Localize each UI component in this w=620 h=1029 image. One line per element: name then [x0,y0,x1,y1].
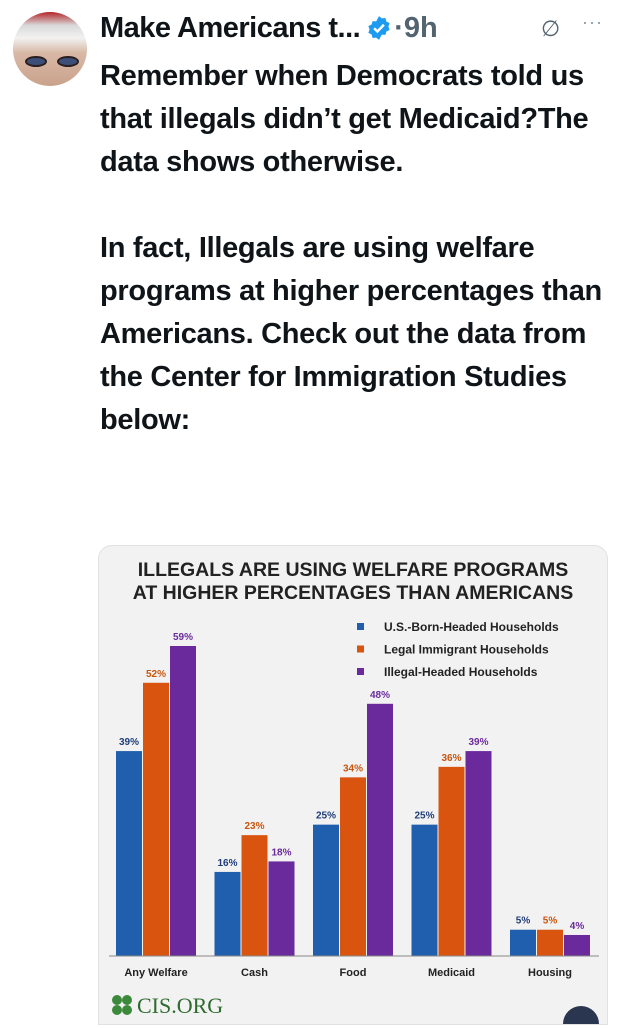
bar [170,646,196,956]
data-label: 48% [370,690,390,701]
tweet-paragraph: In fact, Illegals are using welfare prog… [100,232,602,436]
tweet-header: Make Americans t... ·9h [100,8,438,48]
x-tick-label: Any Welfare [124,967,187,979]
bar [367,703,393,956]
tweet-text: Remember when Democrats told us that ill… [100,55,610,485]
x-tick-label: Food [340,967,367,979]
bar [268,861,295,956]
avatar-eye [57,56,79,67]
bar [465,751,492,956]
bar-chart: ILLEGALS ARE USING WELFARE PROGRAMS AT H… [109,559,599,1029]
data-label: 23% [244,821,264,832]
data-label: 25% [316,811,336,822]
cis-clover-icon [112,995,132,1015]
data-label: 16% [217,858,237,869]
legend-label: Illegal-Headed Households [384,665,538,679]
legend-swatch [357,645,364,653]
x-tick-label: Cash [241,967,268,979]
bar [241,835,268,956]
tweet-image[interactable]: ILLEGALS ARE USING WELFARE PROGRAMS AT H… [98,545,608,1029]
x-tick-label: Medicaid [428,967,475,979]
bar [313,824,339,956]
data-label: 18% [271,847,291,858]
data-label: 39% [468,737,488,748]
bar [438,766,465,956]
legend-label: Legal Immigrant Households [384,643,549,657]
verified-badge-icon [368,16,390,40]
chart-title-line: ILLEGALS ARE USING WELFARE PROGRAMS [138,559,568,581]
avatar-eye [25,56,47,67]
chart-title-line: AT HIGHER PERCENTAGES THAN AMERICANS [133,582,574,604]
data-label: 39% [119,737,139,748]
data-label: 5% [516,916,531,927]
watermark-badge-icon [563,1006,599,1029]
data-label: 36% [441,753,461,764]
data-label: 52% [146,669,166,680]
more-options-icon[interactable]: ··· [582,12,603,32]
legend-label: U.S.-Born-Headed Households [384,620,559,634]
data-label: 4% [570,921,585,932]
cis-logo: CIS.ORG [112,993,223,1018]
tweet-paragraph: Remember when Democrats told us that ill… [100,60,589,178]
grok-icon[interactable]: ∅ [541,16,561,41]
bar [340,777,366,956]
data-label: 59% [173,632,193,643]
x-tick-label: Housing [528,967,572,979]
legend-swatch [357,623,364,630]
bar [116,751,142,956]
data-label: 34% [343,763,363,774]
bar [214,871,241,956]
data-label: 5% [543,916,558,927]
bar [510,929,536,956]
avatar[interactable] [13,12,87,86]
legend-swatch [357,668,364,675]
tweet-time[interactable]: ·9h [394,11,438,44]
bar [411,824,438,956]
data-label: 25% [414,811,434,822]
author-name[interactable]: Make Americans t... [100,11,361,44]
bar [143,682,169,956]
bar [564,934,590,956]
cis-logo-text: CIS.ORG [137,993,223,1018]
bar [537,929,563,956]
